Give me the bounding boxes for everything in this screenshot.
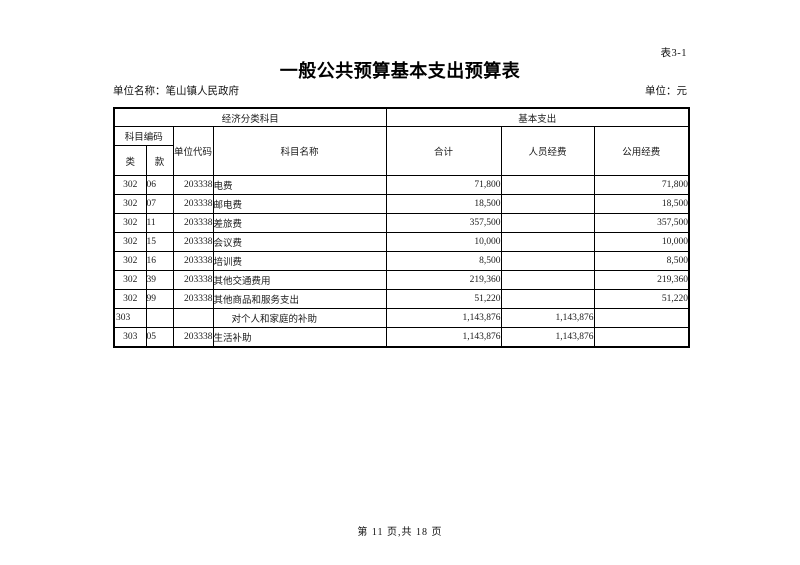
header-public-funds: 公用经费 [593,126,690,176]
sheet-number-label: 表3-1 [660,48,687,59]
cell-personnel-funds [500,194,595,214]
cell-total: 18,500 [385,194,502,214]
cell-section: 99 [145,289,174,309]
cell-total: 357,500 [385,213,502,233]
cell-subject-name: 培训费 [212,251,387,271]
cell-total: 8,500 [385,251,502,271]
cell-public-funds: 219,360 [593,270,690,290]
table-body: 302 06 203338 电费 71,800 71,800 302 07 203338 邮电费 1… [113,175,690,348]
cell-public-funds: 8,500 [593,251,690,271]
cell-personnel-funds: 1,143,876 [500,327,595,348]
table-row: 303 对个人和家庭的补助 1,143,876 1,143,876 [113,308,690,328]
cell-public-funds: 10,000 [593,232,690,252]
cell-section: 16 [145,251,174,271]
cell-personnel-funds: 1,143,876 [500,308,595,328]
header-sub-row: 类 款 [113,145,689,176]
table-row: 302 07 203338 邮电费 18,500 18,500 [113,194,690,214]
table-row: 302 39 203338 其他交通费用 219,360 219,360 [113,270,690,290]
table-row: 303 05 203338 生活补助 1,143,876 1,143,876 [113,327,690,348]
header-total: 合计 [385,126,502,176]
cell-unit-code: 203338 [172,327,214,348]
cell-section: 05 [145,327,174,348]
cell-class: 303 [113,308,147,328]
cell-personnel-funds [500,175,595,195]
cell-public-funds: 71,800 [593,175,690,195]
cell-section [145,308,174,328]
cell-public-funds [593,327,690,348]
cell-personnel-funds [500,289,595,309]
header-economic-classification: 经济分类科目 [113,107,387,127]
unit-name-label: 单位名称：笔山镇人民政府 [113,86,239,97]
cell-subject-name: 生活补助 [212,327,387,348]
cell-subject-name: 其他商品和服务支出 [212,289,387,309]
cell-public-funds: 18,500 [593,194,690,214]
header-class: 类 [113,145,147,176]
cell-subject-name: 其他交通费用 [212,270,387,290]
cell-total: 51,220 [385,289,502,309]
cell-unit-code: 203338 [172,270,214,290]
header-mid-row: 科目编码 单位代码 科目名称 合计 人员经费 公用经费 [113,126,690,176]
cell-personnel-funds [500,270,595,290]
cell-unit-code [172,308,214,328]
page-title: 一般公共预算基本支出预算表 [279,61,521,81]
table-header: 经济分类科目 基本支出 科目编码 单位代码 科目名称 合计 人员经费 公用经费 … [113,107,690,176]
budget-table: 经济分类科目 基本支出 科目编码 单位代码 科目名称 合计 人员经费 公用经费 … [113,107,691,348]
cell-unit-code: 203338 [172,289,214,309]
table-row: 302 11 203338 差旅费 357,500 357,500 [113,213,690,233]
cell-class: 303 [113,327,147,348]
cell-section: 39 [145,270,174,290]
cell-personnel-funds [500,251,595,271]
cell-unit-code: 203338 [172,213,214,233]
cell-class: 302 [113,289,147,309]
cell-personnel-funds [500,232,595,252]
table-row: 302 99 203338 其他商品和服务支出 51,220 51,220 [113,289,690,309]
header-unit-code: 单位代码 [172,126,214,176]
cell-class: 302 [113,194,147,214]
cell-section: 07 [145,194,174,214]
table-row: 302 06 203338 电费 71,800 71,800 [113,175,690,195]
cell-unit-code: 203338 [172,251,214,271]
meta-row: 单位名称：笔山镇人民政府 单位：元 [113,83,687,98]
cell-public-funds [593,308,690,328]
cell-class: 302 [113,232,147,252]
cell-class: 302 [113,175,147,195]
cell-section: 06 [145,175,174,195]
cell-unit-code: 203338 [172,175,214,195]
cell-subject-name: 差旅费 [212,213,387,233]
header-subject-name: 科目名称 [212,126,387,176]
cell-public-funds: 51,220 [593,289,690,309]
cell-unit-code: 203338 [172,232,214,252]
cell-section: 11 [145,213,174,233]
cell-class: 302 [113,270,147,290]
page-footer: 第 11 页,共 18 页 [357,527,443,538]
cell-subject-name: 邮电费 [212,194,387,214]
table-row: 302 15 203338 会议费 10,000 10,000 [113,232,690,252]
cell-unit-code: 203338 [172,194,214,214]
header-basic-expenditure: 基本支出 [385,107,690,127]
cell-public-funds: 357,500 [593,213,690,233]
cell-total: 219,360 [385,270,502,290]
table-row: 302 16 203338 培训费 8,500 8,500 [113,251,690,271]
cell-subject-name: 对个人和家庭的补助 [212,308,387,328]
cell-subject-name: 会议费 [212,232,387,252]
cell-personnel-funds [500,213,595,233]
cell-total: 71,800 [385,175,502,195]
cell-total: 1,143,876 [385,327,502,348]
header-group-row: 经济分类科目 基本支出 [113,107,690,127]
cell-subject-name: 电费 [212,175,387,195]
currency-unit-label: 单位：元 [645,86,687,97]
header-section: 款 [145,145,174,176]
cell-total: 1,143,876 [385,308,502,328]
header-personnel-funds: 人员经费 [500,126,595,176]
cell-class: 302 [113,251,147,271]
cell-section: 15 [145,232,174,252]
cell-total: 10,000 [385,232,502,252]
header-subject-code: 科目编码 [113,126,174,146]
cell-class: 302 [113,213,147,233]
